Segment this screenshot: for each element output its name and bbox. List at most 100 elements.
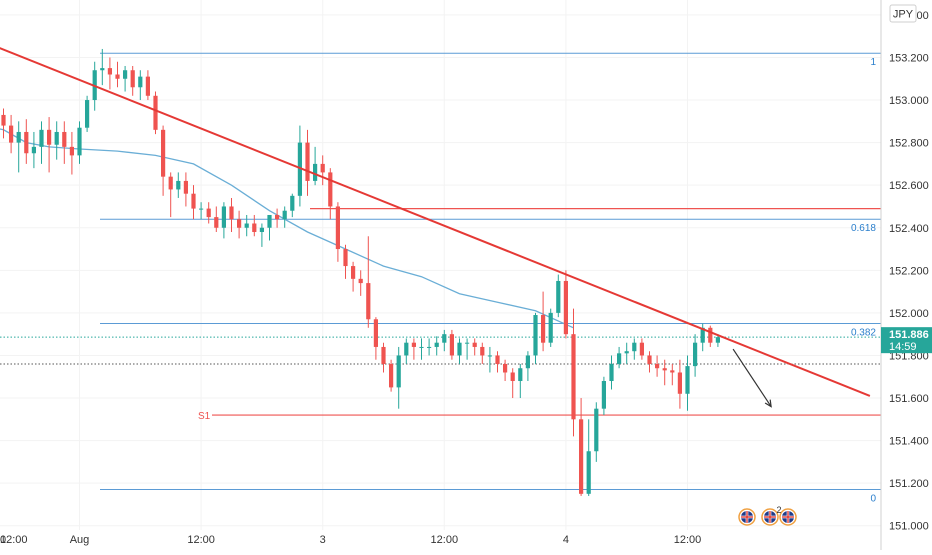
price-tick-label: 152.000 [889,308,929,320]
candle-down [389,359,394,392]
candle-body [647,355,652,364]
candle-down [662,359,667,386]
candle-body [693,342,698,367]
moving-average-line [0,128,574,329]
candle-down [381,342,386,373]
candle-body [655,363,660,369]
candle-down [47,117,52,173]
candle-down [161,125,166,196]
candle-down [373,317,378,360]
candle-body [427,346,432,348]
time-tick-label: Aug [70,534,90,546]
currency-label: JPY [893,9,914,21]
candle-body [358,278,363,284]
candle-body [366,283,371,320]
fib-level-label: 1 [870,57,876,68]
price-tick-label: 152.800 [889,138,929,150]
candle-body [1,114,6,126]
candle-body [624,351,629,354]
candle-body [161,129,166,177]
candle-down [563,270,568,339]
candle-up [624,342,629,364]
candle-up [16,121,21,173]
candle-down [343,244,348,279]
candle-up [715,334,720,347]
candle-up [487,346,492,373]
uk-flag-icon[interactable] [761,508,779,526]
candle-body [199,208,204,210]
candle-body [586,451,591,494]
candle-body [601,381,606,409]
candle-down [183,172,188,207]
candle-body [343,249,348,267]
candle-body [556,280,561,313]
candle-body [503,363,508,373]
grid-layer [0,0,881,530]
uk-flag-icon[interactable] [779,508,797,526]
candle-body [176,180,181,190]
events-layer[interactable]: 2 [738,505,797,526]
price-axis[interactable]: 153.400153.200153.000152.800152.600152.4… [889,10,929,533]
candle-body [153,95,158,130]
candle-down [670,363,675,386]
candle-body [69,146,74,156]
candle-up [518,363,523,399]
candle-up [609,355,614,390]
candle-body [525,355,530,369]
candle-up [548,308,553,347]
level-labels-layer: 1 0.618 0.382 0 S1 [198,57,876,504]
candle-body [123,70,128,79]
candle-body [465,342,470,344]
candle-body [297,142,302,196]
price-tick-label: 152.400 [889,223,929,235]
candle-down [1,108,6,139]
fib-level-label: 0.618 [851,223,876,234]
price-tick-label: 153.200 [889,52,929,64]
candle-up [442,329,447,352]
candle-body [472,342,477,347]
time-tick-label: 12:00 [674,534,702,546]
candle-down [495,351,500,373]
candle-up [457,338,462,364]
candle-body [115,74,120,79]
candle-body [16,131,21,143]
price-tick-label: 152.200 [889,265,929,277]
event-count-badge: 2 [776,505,781,515]
candle-down [579,398,584,496]
candle-down [107,57,112,90]
candle-body [685,366,690,394]
candle-up [297,125,302,207]
candle-up [396,346,401,409]
candle-down [655,355,660,377]
candle-body [130,70,135,88]
candle-down [541,291,546,352]
candle-down [275,208,280,228]
candle-body [563,280,568,335]
candle-body [267,214,272,228]
candle-down [206,202,211,224]
candle-body [237,219,242,228]
time-tick-label: 0 [0,534,6,546]
candle-down [328,168,333,220]
time-axis[interactable]: 012:00 Aug 12:00 3 12:00 4 12:00 [0,534,701,546]
candle-up [586,419,591,496]
support-label-s1: S1 [198,411,211,422]
candle-body [252,223,257,233]
candle-body [389,363,394,388]
price-tick-label: 153.000 [889,95,929,107]
candle-body [419,346,424,348]
uk-flag-icon[interactable] [738,508,756,526]
candle-down [252,214,257,237]
candle-down [335,202,340,262]
candle-down [449,329,454,360]
candle-up [123,65,128,92]
candle-down [237,210,242,239]
candle-body [39,129,44,147]
candle-body [335,206,340,250]
candle-up [267,214,272,241]
price-tick-label: 151.000 [889,521,929,533]
candle-down [62,121,67,164]
candle-up [632,338,637,360]
